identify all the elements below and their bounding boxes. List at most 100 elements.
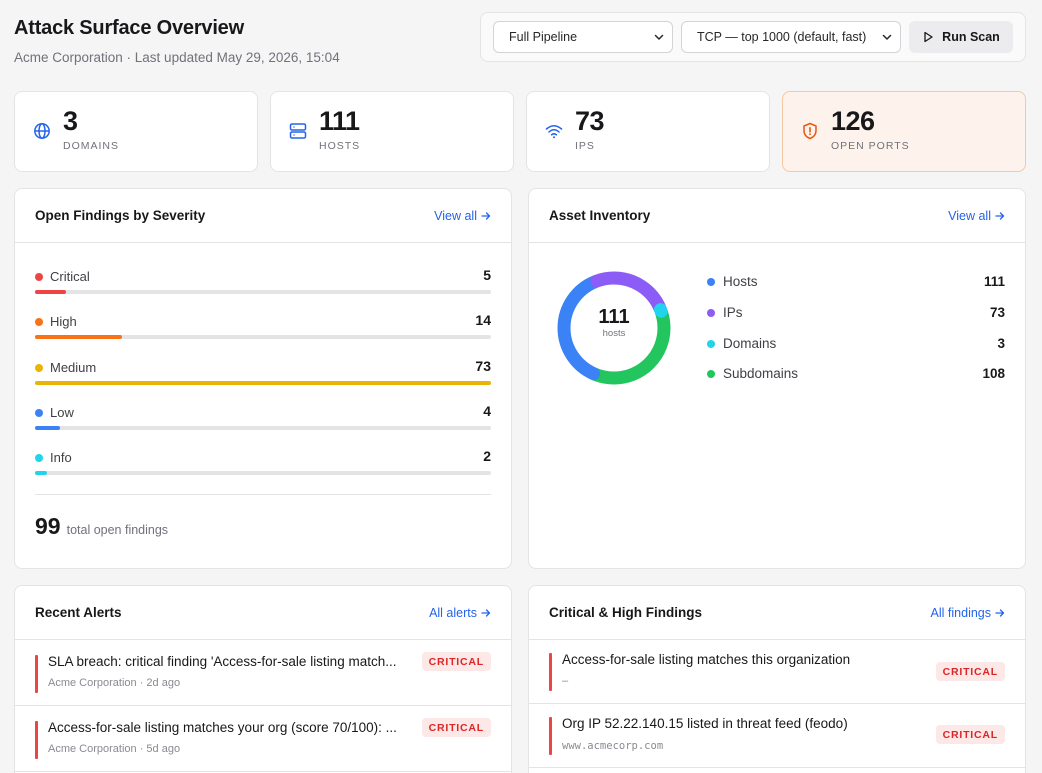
recent-alerts-title: Recent Alerts xyxy=(35,605,122,620)
severity-progress-track xyxy=(35,471,491,476)
severity-dot xyxy=(35,454,43,463)
page-title: Attack Surface Overview xyxy=(14,17,244,39)
legend-item-ips: IPs 73 xyxy=(707,304,1005,322)
stat-label: IPS xyxy=(575,140,595,152)
finding-row[interactable]: Access-for-sale listing matches this org… xyxy=(529,640,1025,704)
severity-count: 14 xyxy=(475,312,491,329)
severity-card-title: Open Findings by Severity xyxy=(35,208,206,223)
chevron-down-icon xyxy=(654,34,664,40)
stat-card-open-ports[interactable]: 126 OPEN PORTS xyxy=(782,91,1026,172)
severity-bar xyxy=(35,655,38,693)
severity-name: Low xyxy=(50,404,74,420)
severity-card: Open Findings by Severity View all Criti… xyxy=(14,188,512,569)
total-open-findings: 99 total open findings xyxy=(35,513,168,540)
donut-segment-ips xyxy=(557,271,671,385)
run-scan-button[interactable]: Run Scan xyxy=(909,21,1013,53)
legend-name: Subdomains xyxy=(723,366,799,382)
asset-inventory-header: Asset Inventory View all xyxy=(529,189,1025,243)
asset-donut-chart xyxy=(557,271,671,385)
alert-row[interactable]: SLA breach: critical finding 'Access-for… xyxy=(15,640,511,706)
stat-value: 111 xyxy=(319,106,360,136)
severity-view-all-label: View all xyxy=(434,208,477,223)
severity-dot xyxy=(35,363,43,372)
severity-name: Critical xyxy=(50,269,90,284)
stat-label: DOMAINS xyxy=(63,140,120,152)
alert-meta: Acme Corporation · 5d ago xyxy=(48,743,181,755)
all-findings-label: All findings xyxy=(930,605,991,620)
finding-text: Org IP 52.22.140.15 listed in threat fee… xyxy=(562,716,848,731)
arrow-right-icon xyxy=(481,211,491,220)
severity-progress-fill xyxy=(35,425,60,430)
page-subtitle: Acme Corporation · Last updated May 29, … xyxy=(14,50,340,65)
severity-bar xyxy=(35,721,38,759)
legend-name: Hosts xyxy=(723,274,758,289)
page-header: Attack Surface Overview Acme Corporation… xyxy=(14,14,340,65)
legend-dot xyxy=(707,339,715,348)
alert-text: Access-for-sale listing matches your org… xyxy=(48,720,397,735)
legend-count: 3 xyxy=(997,335,1005,351)
shield-alert-icon xyxy=(803,122,817,140)
asset-inventory-title: Asset Inventory xyxy=(549,208,651,223)
legend-name: Domains xyxy=(723,335,777,351)
stat-card-hosts[interactable]: 111 HOSTS xyxy=(270,91,514,172)
finding-meta: www.acmecorp.com xyxy=(562,740,664,752)
stat-card-domains[interactable]: 3 DOMAINS xyxy=(14,91,258,172)
alert-row[interactable]: Access-for-sale listing matches your org… xyxy=(15,706,511,772)
alert-meta: Acme Corporation · 2d ago xyxy=(48,677,181,689)
stat-card-ips[interactable]: 73 IPS xyxy=(526,91,770,172)
severity-progress-fill xyxy=(35,471,48,476)
severity-name: Medium xyxy=(50,359,97,375)
all-alerts-link[interactable]: All alerts xyxy=(429,606,491,620)
all-findings-link[interactable]: All findings xyxy=(931,606,1005,620)
run-scan-label: Run Scan xyxy=(942,30,1000,44)
legend-dot xyxy=(707,308,715,317)
severity-count: 73 xyxy=(475,357,491,374)
total-findings-label: total open findings xyxy=(66,523,169,537)
severity-progress-fill xyxy=(35,290,67,294)
severity-count: 5 xyxy=(483,267,491,283)
arrow-right-icon xyxy=(481,608,491,617)
arrow-right-icon xyxy=(995,211,1005,220)
donut-center-label: 111 hosts xyxy=(555,306,673,339)
legend-name: IPs xyxy=(723,304,743,320)
severity-badge: CRITICAL xyxy=(935,662,1005,681)
donut-segment-subdomains xyxy=(557,271,671,385)
findings-header: Critical & High Findings All findings xyxy=(529,586,1025,640)
severity-name: High xyxy=(50,314,77,330)
inventory-view-all-link[interactable]: View all xyxy=(948,209,1005,223)
asset-inventory-card: Asset Inventory View all 111 hosts Hosts… xyxy=(528,188,1026,569)
pipeline-select[interactable]: Full Pipeline xyxy=(493,21,673,53)
severity-progress-fill xyxy=(35,335,123,340)
donut-center-unit: hosts xyxy=(602,328,626,339)
stat-value: 126 xyxy=(831,106,875,136)
severity-dot xyxy=(35,318,43,327)
severity-card-header: Open Findings by Severity View all xyxy=(15,189,511,243)
port-profile-select[interactable]: TCP — top 1000 (default, fast) xyxy=(681,21,901,53)
arrow-right-icon xyxy=(995,608,1005,617)
severity-progress-track xyxy=(35,425,491,430)
all-alerts-label: All alerts xyxy=(429,605,477,620)
severity-view-all-link[interactable]: View all xyxy=(434,209,491,223)
stat-value: 73 xyxy=(575,106,605,136)
stat-label: OPEN PORTS xyxy=(831,140,910,152)
chevron-down-icon xyxy=(882,34,892,40)
stat-label: HOSTS xyxy=(319,140,361,152)
severity-badge: CRITICAL xyxy=(935,725,1005,744)
legend-dot xyxy=(707,278,715,286)
stat-value: 3 xyxy=(63,106,78,136)
severity-progress-track xyxy=(35,380,491,385)
scan-toolbar: Full Pipeline TCP — top 1000 (default, f… xyxy=(480,12,1026,62)
findings-title: Critical & High Findings xyxy=(549,605,703,620)
legend-count: 111 xyxy=(983,274,1005,289)
legend-item-subdomains: Subdomains 108 xyxy=(707,365,1005,383)
finding-meta: – xyxy=(562,675,569,687)
legend-item-hosts: Hosts 111 xyxy=(707,273,1005,291)
severity-bar xyxy=(549,717,552,755)
severity-count: 4 xyxy=(483,402,491,419)
total-findings-value: 99 xyxy=(35,513,61,539)
finding-text: Access-for-sale listing matches this org… xyxy=(562,652,851,667)
inventory-view-all-label: View all xyxy=(948,208,991,223)
finding-row[interactable]: Org IP 52.22.140.15 listed in threat fee… xyxy=(529,704,1025,768)
divider xyxy=(35,494,491,495)
donut-segment-hosts xyxy=(557,271,671,385)
